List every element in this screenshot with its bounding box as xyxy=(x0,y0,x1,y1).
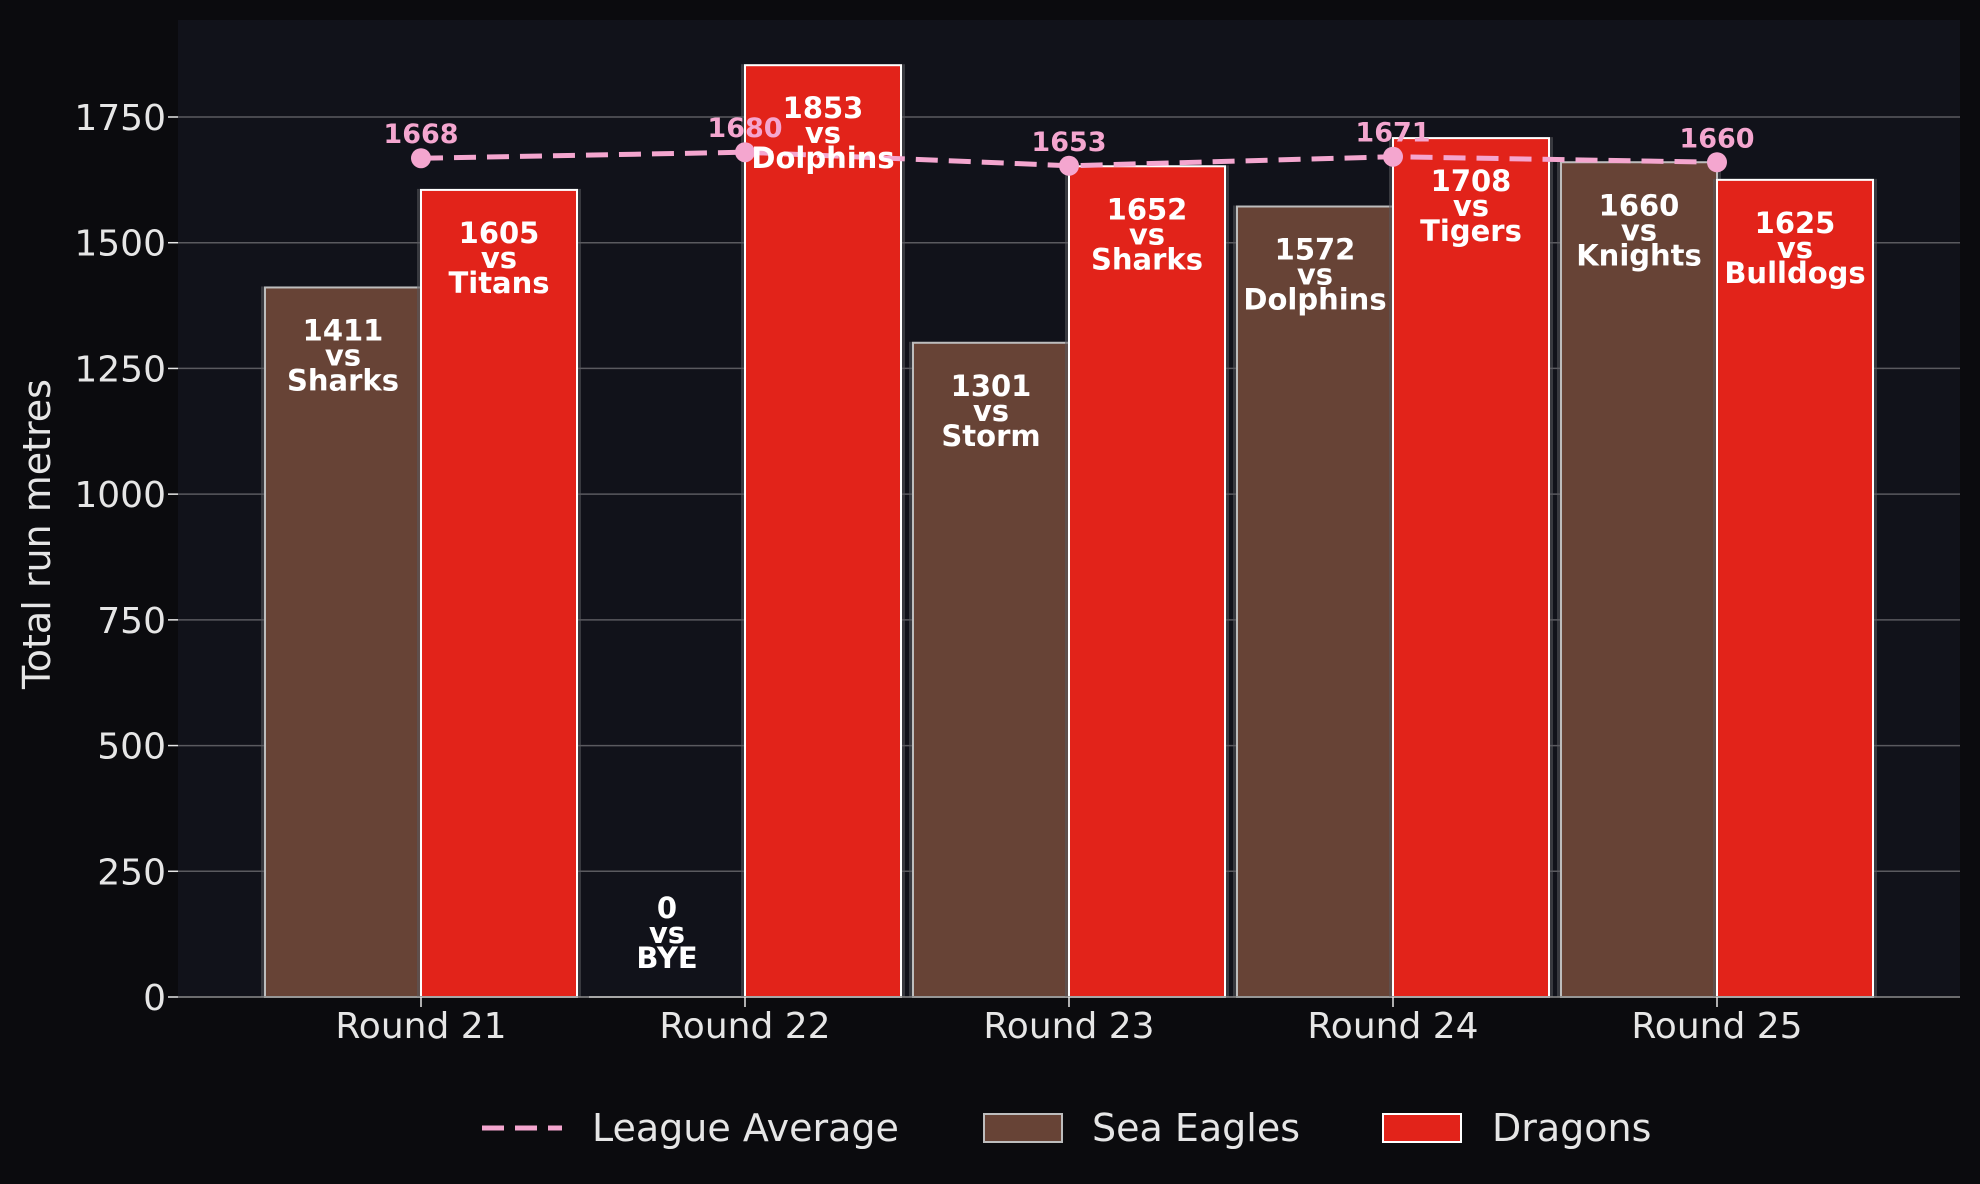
sea-eagles-opponent-label: Sharks xyxy=(287,363,399,397)
league-average-line: 1668 1680 1653 1671 1660 xyxy=(383,113,1755,176)
sea-eagles-value-label: 1411 xyxy=(303,313,384,347)
y-tick-label: 1500 xyxy=(74,224,166,265)
sea-eagles-bar xyxy=(912,341,1070,999)
axes: 0 250 500 750 1000 1250 1500 1750 Round 21 Round … xyxy=(74,98,1960,1047)
dragons-bar xyxy=(1068,165,1226,998)
league-average-point xyxy=(411,148,431,169)
dragons-value-label: 1708 xyxy=(1431,164,1512,198)
sea-eagles-bar xyxy=(264,286,422,998)
sea-eagles-value-label: 1301 xyxy=(951,369,1032,403)
legend-sea-eagles-label: Sea Eagles xyxy=(1092,1106,1300,1150)
league-average-point xyxy=(1707,152,1727,173)
dragons-vs-label: vs xyxy=(1129,217,1165,251)
x-tick-label: Round 23 xyxy=(983,1006,1154,1047)
sea-eagles-vs-label: vs xyxy=(649,916,685,950)
league-average-label: 1680 xyxy=(707,113,782,144)
sea-eagles-vs-label: vs xyxy=(1621,213,1657,247)
y-tick-label: 1000 xyxy=(74,475,166,516)
dragons-opponent-label: Bulldogs xyxy=(1724,256,1865,290)
league-average-label: 1671 xyxy=(1355,118,1430,149)
league-average-label: 1660 xyxy=(1679,123,1754,154)
y-tick-label: 250 xyxy=(97,852,166,893)
y-tick-label: 0 xyxy=(143,978,166,1019)
dragons-opponent-label: Dolphins xyxy=(751,141,894,175)
dragons-bar xyxy=(744,64,902,999)
sea-eagles-opponent-label: Storm xyxy=(941,419,1040,453)
sea-eagles-bar xyxy=(1236,205,1394,999)
bar-labels: 1411vsSharks1605vsTitans0vsBYE1853vsDolp… xyxy=(287,91,1866,975)
sea-eagles-bar xyxy=(1560,161,1718,998)
dragons-opponent-label: Titans xyxy=(448,266,549,300)
dragons-vs-label: vs xyxy=(1453,189,1489,223)
x-tick-label: Round 22 xyxy=(659,1006,830,1047)
dragons-bar xyxy=(420,188,578,998)
dragons-opponent-label: Tigers xyxy=(1420,214,1522,248)
sea-eagles-opponent-label: BYE xyxy=(636,941,697,975)
league-average-label: 1668 xyxy=(383,119,458,150)
dragons-vs-label: vs xyxy=(805,116,841,150)
y-tick-label: 1750 xyxy=(74,98,166,139)
legend-dragons-swatch xyxy=(1382,1113,1462,1143)
sea-eagles-value-label: 1572 xyxy=(1275,233,1356,267)
dragons-bar xyxy=(1392,137,1550,998)
dragons-vs-label: vs xyxy=(481,241,517,275)
league-average-point xyxy=(735,142,755,163)
dragons-opponent-label: Sharks xyxy=(1091,242,1203,276)
league-average-point xyxy=(1059,155,1079,176)
dragons-vs-label: vs xyxy=(1777,231,1813,265)
y-tick-label: 750 xyxy=(97,601,166,642)
sea-eagles-vs-label: vs xyxy=(325,338,361,372)
legend: League Average Sea Eagles Dragons xyxy=(482,1106,1651,1150)
legend-sea-eagles-swatch xyxy=(983,1113,1063,1143)
sea-eagles-vs-label: vs xyxy=(1297,258,1333,292)
dragons-bar xyxy=(1716,178,1874,999)
dragons-value-label: 1605 xyxy=(459,216,540,250)
x-tick-label: Round 25 xyxy=(1631,1006,1802,1047)
dragons-value-label: 1625 xyxy=(1755,206,1836,240)
bars xyxy=(261,64,1877,999)
x-tick-label: Round 21 xyxy=(335,1006,506,1047)
sea-eagles-value-label: 1660 xyxy=(1599,188,1680,222)
legend-dragons-label: Dragons xyxy=(1492,1106,1651,1150)
league-average-label: 1653 xyxy=(1031,127,1106,158)
sea-eagles-value-label: 0 xyxy=(657,891,677,925)
dragons-value-label: 1652 xyxy=(1107,192,1188,226)
dragons-value-label: 1853 xyxy=(783,91,864,125)
sea-eagles-opponent-label: Dolphins xyxy=(1243,283,1386,317)
league-average-point xyxy=(1383,146,1403,167)
y-tick-label: 500 xyxy=(97,727,166,768)
legend-avg-label: League Average xyxy=(592,1106,899,1150)
sea-eagles-opponent-label: Knights xyxy=(1576,238,1702,272)
x-tick-label: Round 24 xyxy=(1307,1006,1478,1047)
y-axis-title: Total run metres xyxy=(15,379,59,690)
y-tick-label: 1250 xyxy=(74,349,166,390)
sea-eagles-vs-label: vs xyxy=(973,394,1009,428)
